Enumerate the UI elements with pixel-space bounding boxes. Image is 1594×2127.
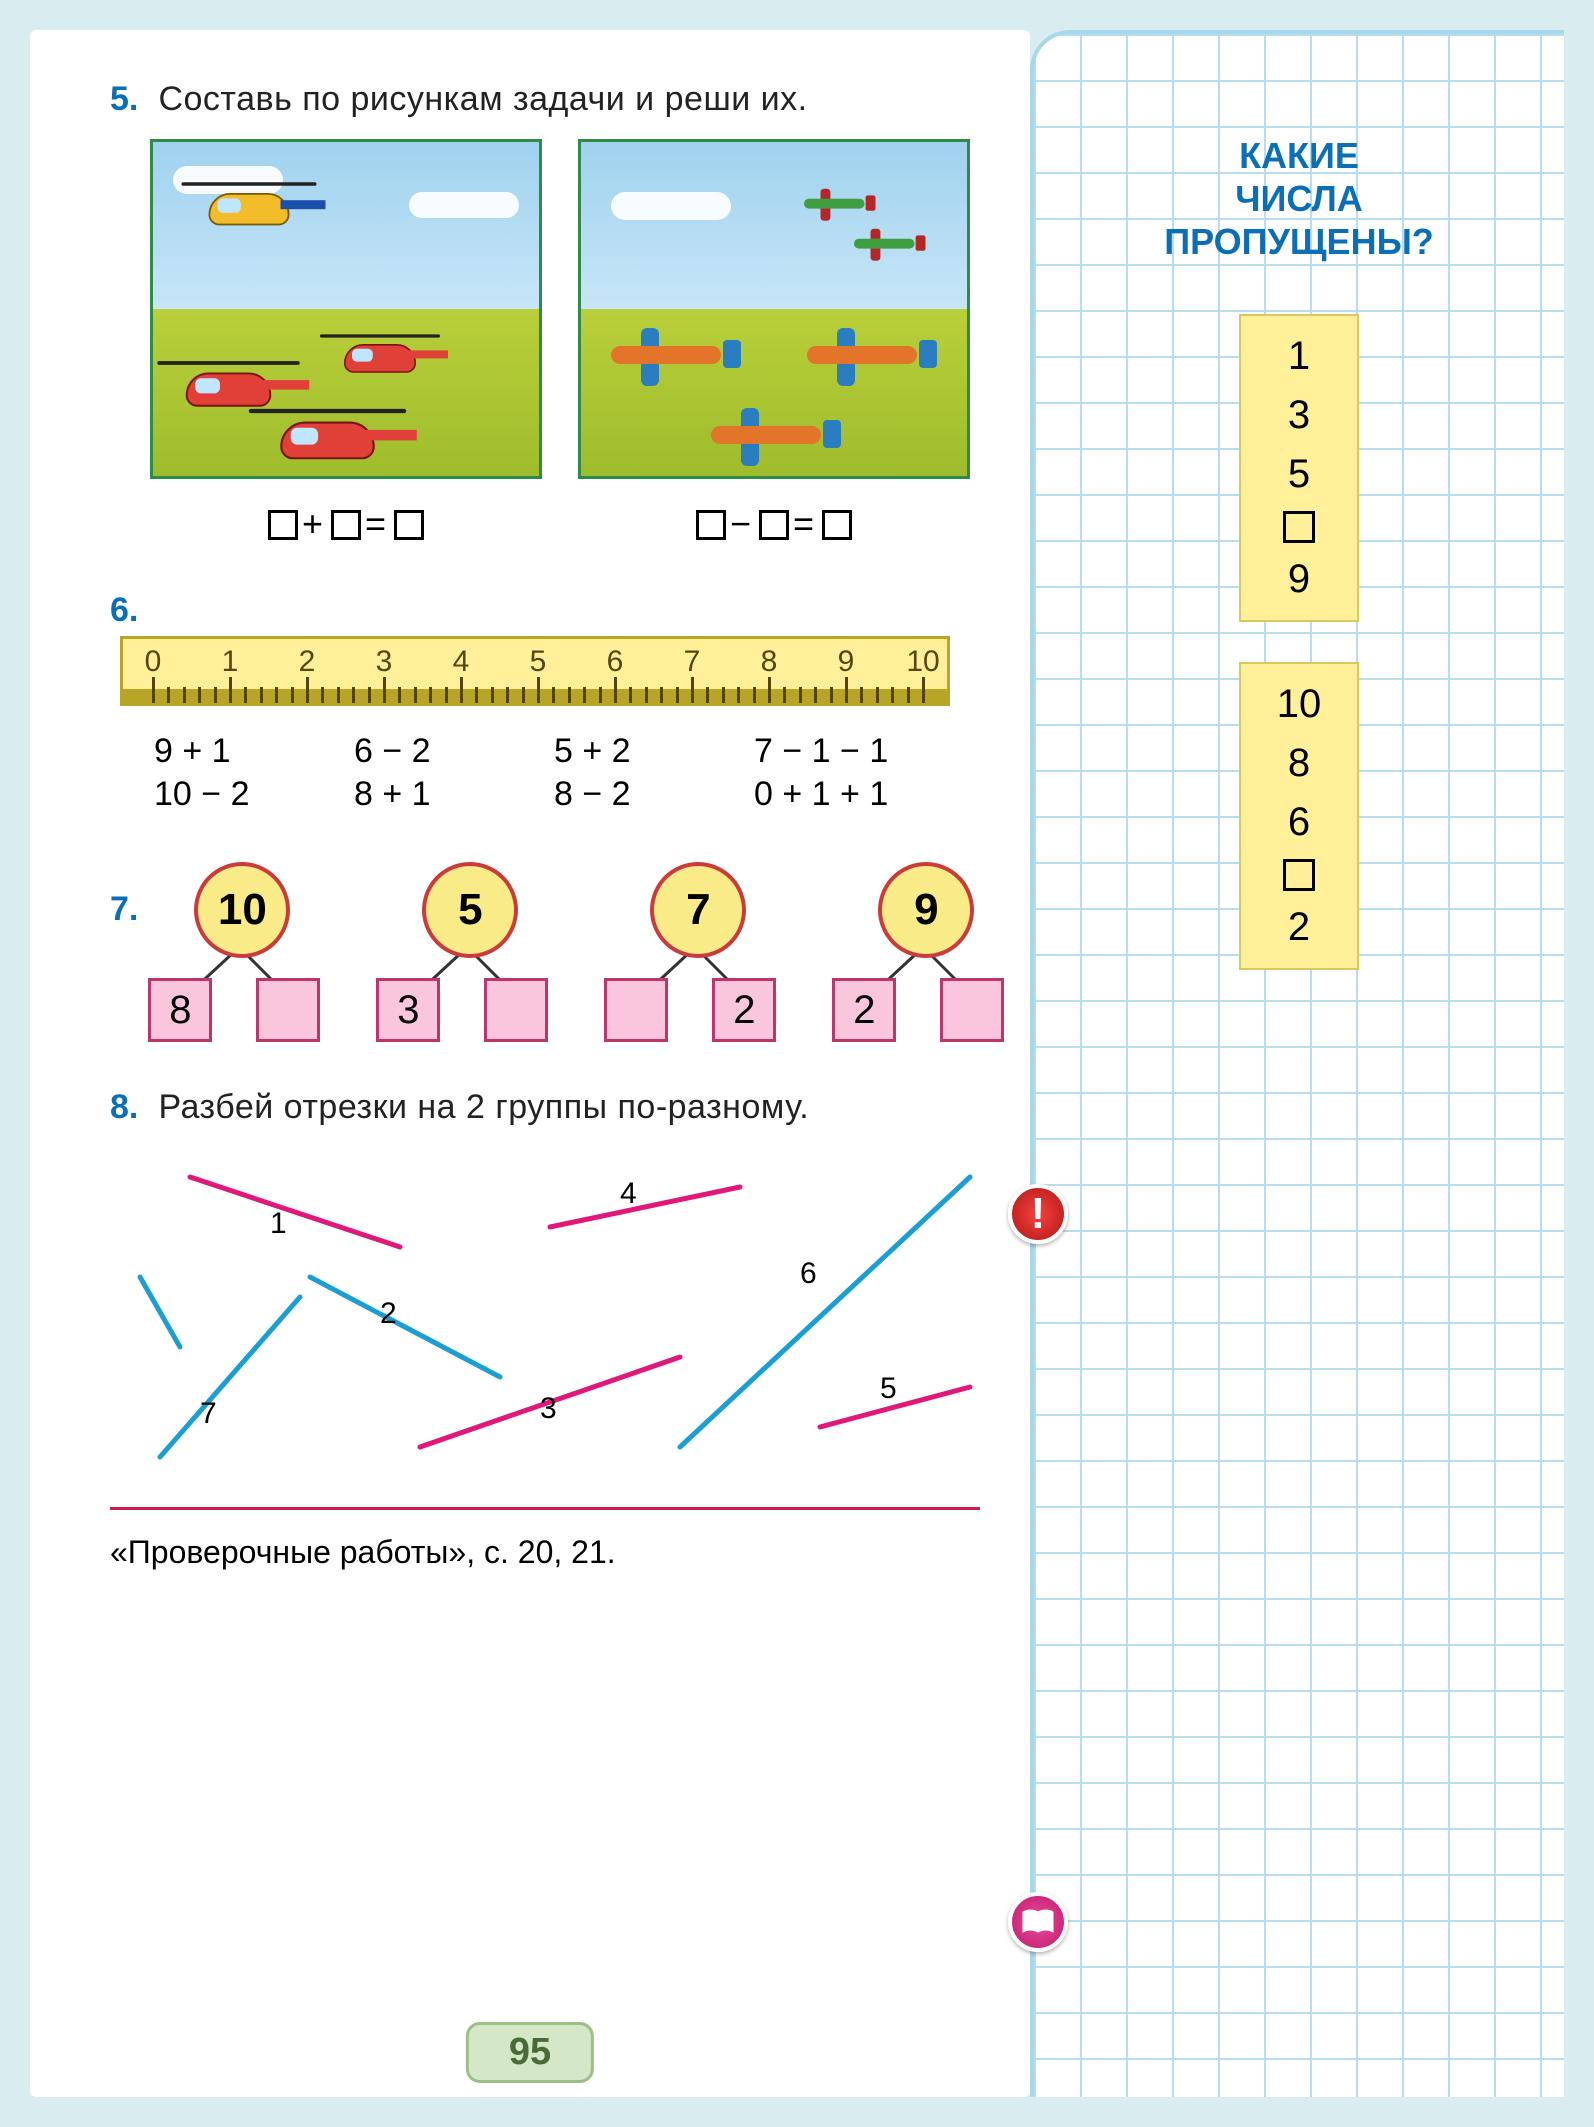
segment xyxy=(160,1297,300,1457)
missing-number-box xyxy=(1283,859,1315,891)
bond-right xyxy=(256,978,320,1042)
task5-pictures xyxy=(150,139,970,479)
ruler-label: 1 xyxy=(222,645,239,679)
bond-left: 3 xyxy=(376,978,440,1042)
segment xyxy=(310,1277,500,1377)
bond-right xyxy=(940,978,1004,1042)
sidebar-number: 6 xyxy=(1288,800,1310,845)
task8: 8. Разбей отрезки на 2 группы по-разному… xyxy=(110,1088,970,1571)
segment xyxy=(190,1177,400,1247)
helicopter-icon xyxy=(191,175,326,229)
number-bond: 92 xyxy=(828,862,1008,1042)
plane-icon xyxy=(849,226,926,259)
sidebar-column-2: 10 8 6 2 xyxy=(1239,662,1359,970)
picture-planes xyxy=(578,139,970,479)
divider xyxy=(110,1507,980,1510)
segment xyxy=(680,1177,970,1447)
bond-top: 5 xyxy=(422,862,518,958)
arithmetic-expression: 9 + 1 xyxy=(154,732,354,771)
task8-number: 8. xyxy=(110,1088,154,1127)
segment-label: 6 xyxy=(800,1257,817,1291)
ruler-label: 6 xyxy=(607,645,624,679)
ruler-label: 7 xyxy=(684,645,701,679)
task5-equations: += −= xyxy=(150,503,970,545)
sidebar-number: 9 xyxy=(1288,557,1310,602)
helicopter-icon xyxy=(328,328,448,376)
sidebar-number: 5 xyxy=(1288,452,1310,497)
task8-text: Разбей отрезки на 2 группы по-разному. xyxy=(158,1088,809,1126)
ruler-label: 4 xyxy=(453,645,470,679)
ruler-label: 0 xyxy=(145,645,162,679)
task7: 7. 108537292 xyxy=(110,862,970,1042)
exclamation-icon: ! xyxy=(1008,1184,1068,1244)
arithmetic-expression: 5 + 2 xyxy=(554,732,754,771)
segment xyxy=(550,1187,740,1227)
task7-number: 7. xyxy=(110,890,138,929)
segment-label: 2 xyxy=(380,1297,397,1331)
arithmetic-expression: 7 − 1 − 1 xyxy=(754,732,954,771)
missing-number-box xyxy=(1283,511,1315,543)
number-bond: 72 xyxy=(600,862,780,1042)
task5: 5. Составь по рисункам задачи и реши их. xyxy=(110,80,970,119)
plane-icon xyxy=(797,322,937,382)
task6-number: 6. xyxy=(110,591,154,630)
plane-icon xyxy=(799,186,876,219)
arithmetic-expression: 0 + 1 + 1 xyxy=(754,775,954,814)
ruler: 0 1 2 3 4 5 6 7 8 9 10 xyxy=(120,636,950,706)
bond-right: 2 xyxy=(712,978,776,1042)
segment-label: 7 xyxy=(200,1397,217,1431)
book-icon xyxy=(1008,1892,1068,1952)
sidebar-number: 10 xyxy=(1277,682,1322,727)
sidebar-column-1: 1 3 5 9 xyxy=(1239,314,1359,622)
sidebar-number: 1 xyxy=(1288,334,1310,379)
sidebar-title: КАКИЕ ЧИСЛА ПРОПУЩЕНЫ? xyxy=(1034,134,1564,264)
bond-top: 7 xyxy=(650,862,746,958)
bond-left xyxy=(604,978,668,1042)
bond-top: 9 xyxy=(878,862,974,958)
arithmetic-expression: 6 − 2 xyxy=(354,732,554,771)
equation-addition: += xyxy=(150,503,542,545)
arithmetic-expression: 8 − 2 xyxy=(554,775,754,814)
segment-label: 5 xyxy=(880,1372,897,1406)
ruler-label: 3 xyxy=(376,645,393,679)
bond-left: 8 xyxy=(148,978,212,1042)
ruler-label: 2 xyxy=(299,645,316,679)
page-number: 95 xyxy=(466,2022,594,2083)
bond-left: 2 xyxy=(832,978,896,1042)
segment xyxy=(140,1277,180,1347)
sidebar-number: 8 xyxy=(1288,741,1310,786)
segment-label: 4 xyxy=(620,1177,637,1211)
ruler-label: 10 xyxy=(906,645,939,679)
ruler-label: 8 xyxy=(761,645,778,679)
number-bond: 53 xyxy=(372,862,552,1042)
equation-subtraction: −= xyxy=(578,503,970,545)
bond-top: 10 xyxy=(194,862,290,958)
task8-segments: 1 2 3 4 5 6 7 xyxy=(120,1147,980,1477)
number-bond: 108 xyxy=(144,862,324,1042)
arithmetic-expression: 10 − 2 xyxy=(154,775,354,814)
main-page: 5. Составь по рисункам задачи и реши их. xyxy=(30,30,1030,2097)
sidebar: КАКИЕ ЧИСЛА ПРОПУЩЕНЫ? 1359 10862 ! xyxy=(1030,30,1564,2097)
segment-label: 1 xyxy=(270,1207,287,1241)
plane-icon xyxy=(601,322,741,382)
helicopter-icon xyxy=(259,401,417,464)
picture-helicopters xyxy=(150,139,542,479)
task5-number: 5. xyxy=(110,80,154,119)
ruler-label: 5 xyxy=(530,645,547,679)
footer-reference: «Проверочные работы», с. 20, 21. xyxy=(110,1534,970,1571)
bond-right xyxy=(484,978,548,1042)
task6: 6. 0 1 2 3 4 5 6 7 8 9 10 9 + 16 − 25 + 27 − 1 − 1… xyxy=(110,591,970,814)
task5-text: Составь по рисункам задачи и реши их. xyxy=(158,80,807,118)
ruler-label: 9 xyxy=(838,645,855,679)
sidebar-number: 2 xyxy=(1288,905,1310,950)
arithmetic-expression: 8 + 1 xyxy=(354,775,554,814)
plane-icon xyxy=(701,402,841,462)
segment-label: 3 xyxy=(540,1392,557,1426)
sidebar-number: 3 xyxy=(1288,393,1310,438)
task6-problems: 9 + 16 − 25 + 27 − 1 − 1 10 − 28 + 18 − 2… xyxy=(154,732,970,814)
